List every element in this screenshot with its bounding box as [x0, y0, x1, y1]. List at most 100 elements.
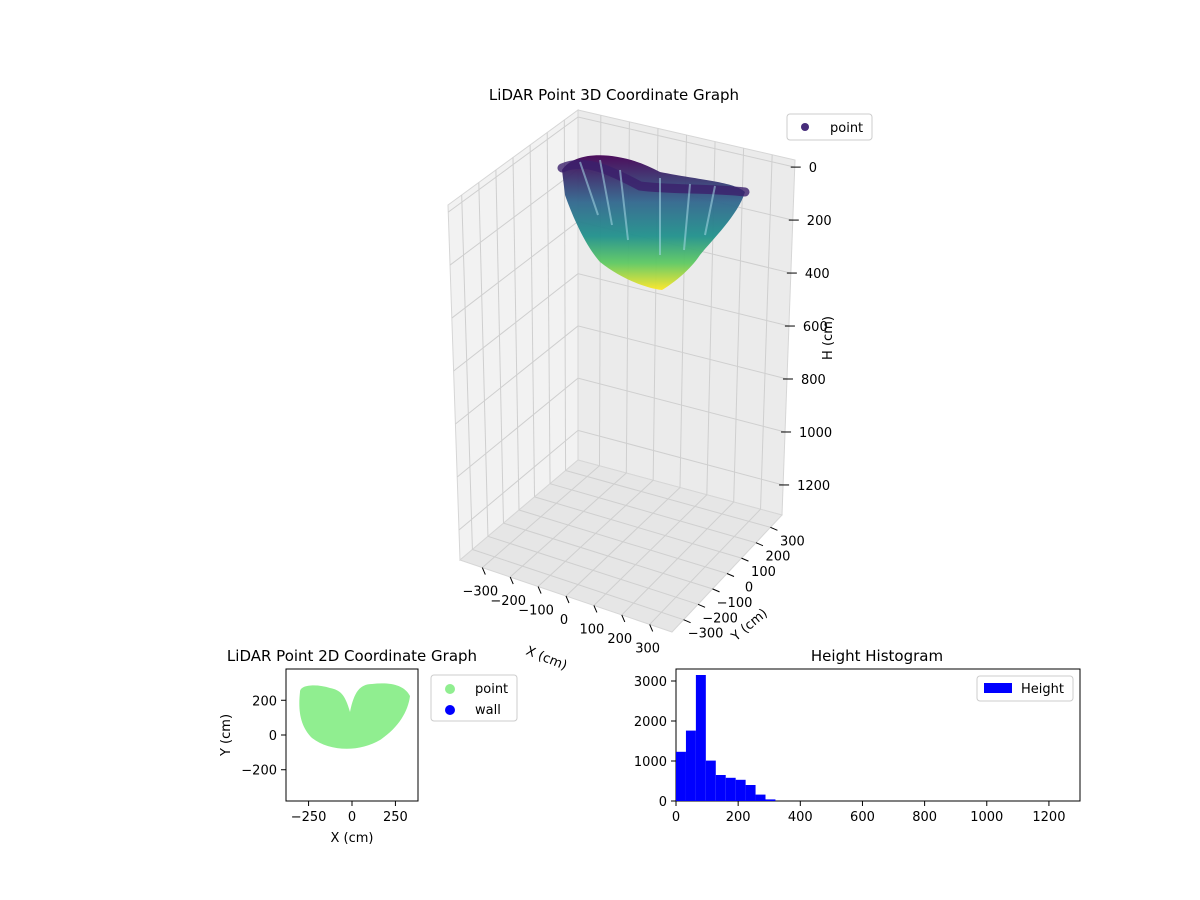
grid-line-y: [503, 522, 713, 590]
point-cloud-2d: [299, 683, 410, 749]
legend-2d: point wall: [430, 674, 518, 722]
legend-hist-height: Height: [1021, 682, 1064, 697]
chart-2d-ylabel: Y (cm): [219, 714, 234, 757]
legend-2d-point: point: [475, 682, 508, 697]
y-tick-mark: [755, 542, 764, 547]
chart-2d: LiDAR Point 2D Coordinate Graph −250 0 250…: [219, 647, 518, 846]
legend-2d-point-marker: [445, 684, 455, 694]
grid-line-y-vert: [495, 169, 504, 524]
chart-2d-xtick-label: −250: [291, 810, 327, 825]
grid-line-x-vert: [760, 154, 773, 510]
z-tick-label: 200: [807, 214, 832, 229]
grid-line-y: [565, 470, 771, 528]
histogram-ytick-label: 1000: [634, 755, 667, 770]
chart-histogram: Height Histogram 0 200 400 600 800 1000 1200 0 1…: [634, 647, 1081, 825]
x-tick-label: −200: [490, 594, 526, 609]
x-tick-mark: [593, 605, 598, 613]
z-tick-label: 800: [801, 373, 826, 388]
grid-line-z: [458, 429, 784, 531]
histogram-bar: [705, 760, 716, 801]
grid-line-y: [487, 535, 699, 605]
chart-2d-xtick-label: 0: [348, 810, 356, 825]
chart-3d: LiDAR Point 3D Coordinate Graph 0 200 400 6…: [447, 86, 873, 674]
x-tick-mark: [649, 624, 654, 632]
histogram-xtick-label: 800: [912, 810, 937, 825]
y-tick-mark: [741, 557, 749, 562]
z-tick-label: 600: [803, 320, 828, 335]
grid-line-y-vert: [546, 132, 551, 484]
histogram-bars: [676, 675, 776, 801]
z-tick-label: 1200: [797, 479, 830, 494]
x-tick-mark: [481, 567, 486, 575]
y-tick-label: −100: [717, 596, 753, 611]
legend-3d-box: [786, 113, 873, 141]
y-tick-mark: [683, 619, 691, 624]
grid-line-x-vert: [733, 148, 745, 502]
y-tick-label: −200: [702, 611, 738, 626]
grid-line-y: [549, 483, 757, 544]
grid-line-z: [447, 116, 795, 213]
x-tick-label: 200: [607, 632, 632, 647]
grid-line-y-vert: [461, 194, 473, 550]
y-tick-mark: [712, 588, 720, 593]
legend-2d-wall-marker: [445, 705, 455, 715]
x-tick-label: −100: [518, 604, 554, 619]
chart-2d-xlabel: X (cm): [331, 831, 374, 846]
histogram-bar: [685, 730, 696, 801]
y-tick-label: 100: [751, 565, 776, 580]
y-tick-mark: [726, 573, 735, 577]
y-tick-label: 0: [745, 581, 753, 596]
histogram-bar: [695, 675, 706, 801]
z-tick-label: 1000: [799, 426, 832, 441]
x-tick-mark: [509, 576, 514, 585]
x-tick-label: 0: [560, 613, 568, 628]
x-tick-mark: [621, 614, 626, 623]
legend-3d-marker: [801, 123, 809, 131]
grid-line-y: [518, 509, 728, 574]
histogram-ytick-label: 2000: [634, 715, 667, 730]
histogram-bar: [735, 779, 746, 801]
z-tick-label: 400: [805, 267, 830, 282]
grid-line-z: [455, 325, 788, 425]
grid-line-y-vert: [529, 144, 536, 497]
legend-hist: Height: [976, 675, 1074, 702]
histogram-title: Height Histogram: [811, 647, 943, 665]
chart-2d-ytick-label: 0: [269, 729, 277, 744]
histogram-axes: 0 200 400 600 800 1000 1200 0 1000 2000 3000: [634, 675, 1066, 825]
y-tick-mark: [770, 526, 778, 531]
z-axis-label: H (cm): [821, 316, 836, 360]
x-tick-mark: [537, 586, 542, 594]
grid-line-z: [453, 273, 790, 372]
grid-line-y: [534, 496, 742, 559]
histogram-xtick-label: 400: [788, 810, 813, 825]
histogram-ytick-label: 0: [659, 795, 667, 810]
histogram-bar: [765, 799, 776, 801]
chart-3d-title: LiDAR Point 3D Coordinate Graph: [489, 86, 739, 104]
histogram-ytick-label: 3000: [634, 675, 667, 690]
y-tick-label: 300: [780, 534, 805, 549]
histogram-xtick-label: 1200: [1032, 810, 1065, 825]
chart-2d-ytick-label: −200: [241, 764, 277, 779]
legend-2d-wall: wall: [475, 703, 501, 718]
histogram-bar: [715, 775, 726, 801]
histogram-bar: [676, 751, 686, 801]
grid-line-y-vert: [512, 157, 520, 511]
histogram-xtick-label: 200: [726, 810, 751, 825]
histogram-bar: [755, 794, 766, 801]
histogram-xtick-label: 1000: [970, 810, 1003, 825]
chart-2d-axes: −250 0 250 −200 0 200: [241, 694, 408, 825]
y-tick-mark: [697, 603, 706, 608]
chart-2d-ytick-label: 200: [252, 694, 277, 709]
chart-2d-xtick-label: 250: [383, 810, 408, 825]
grid-line-y-vert: [478, 182, 489, 537]
x-axis-label: X (cm): [524, 644, 569, 674]
legend-hist-box: [976, 675, 1074, 702]
histogram-xtick-label: 600: [850, 810, 875, 825]
histogram-bar: [745, 785, 756, 801]
histogram-xtick-label: 0: [672, 810, 680, 825]
histogram-bar: [725, 777, 736, 801]
x-tick-label: −300: [462, 585, 498, 600]
grid-line-y: [472, 548, 684, 621]
